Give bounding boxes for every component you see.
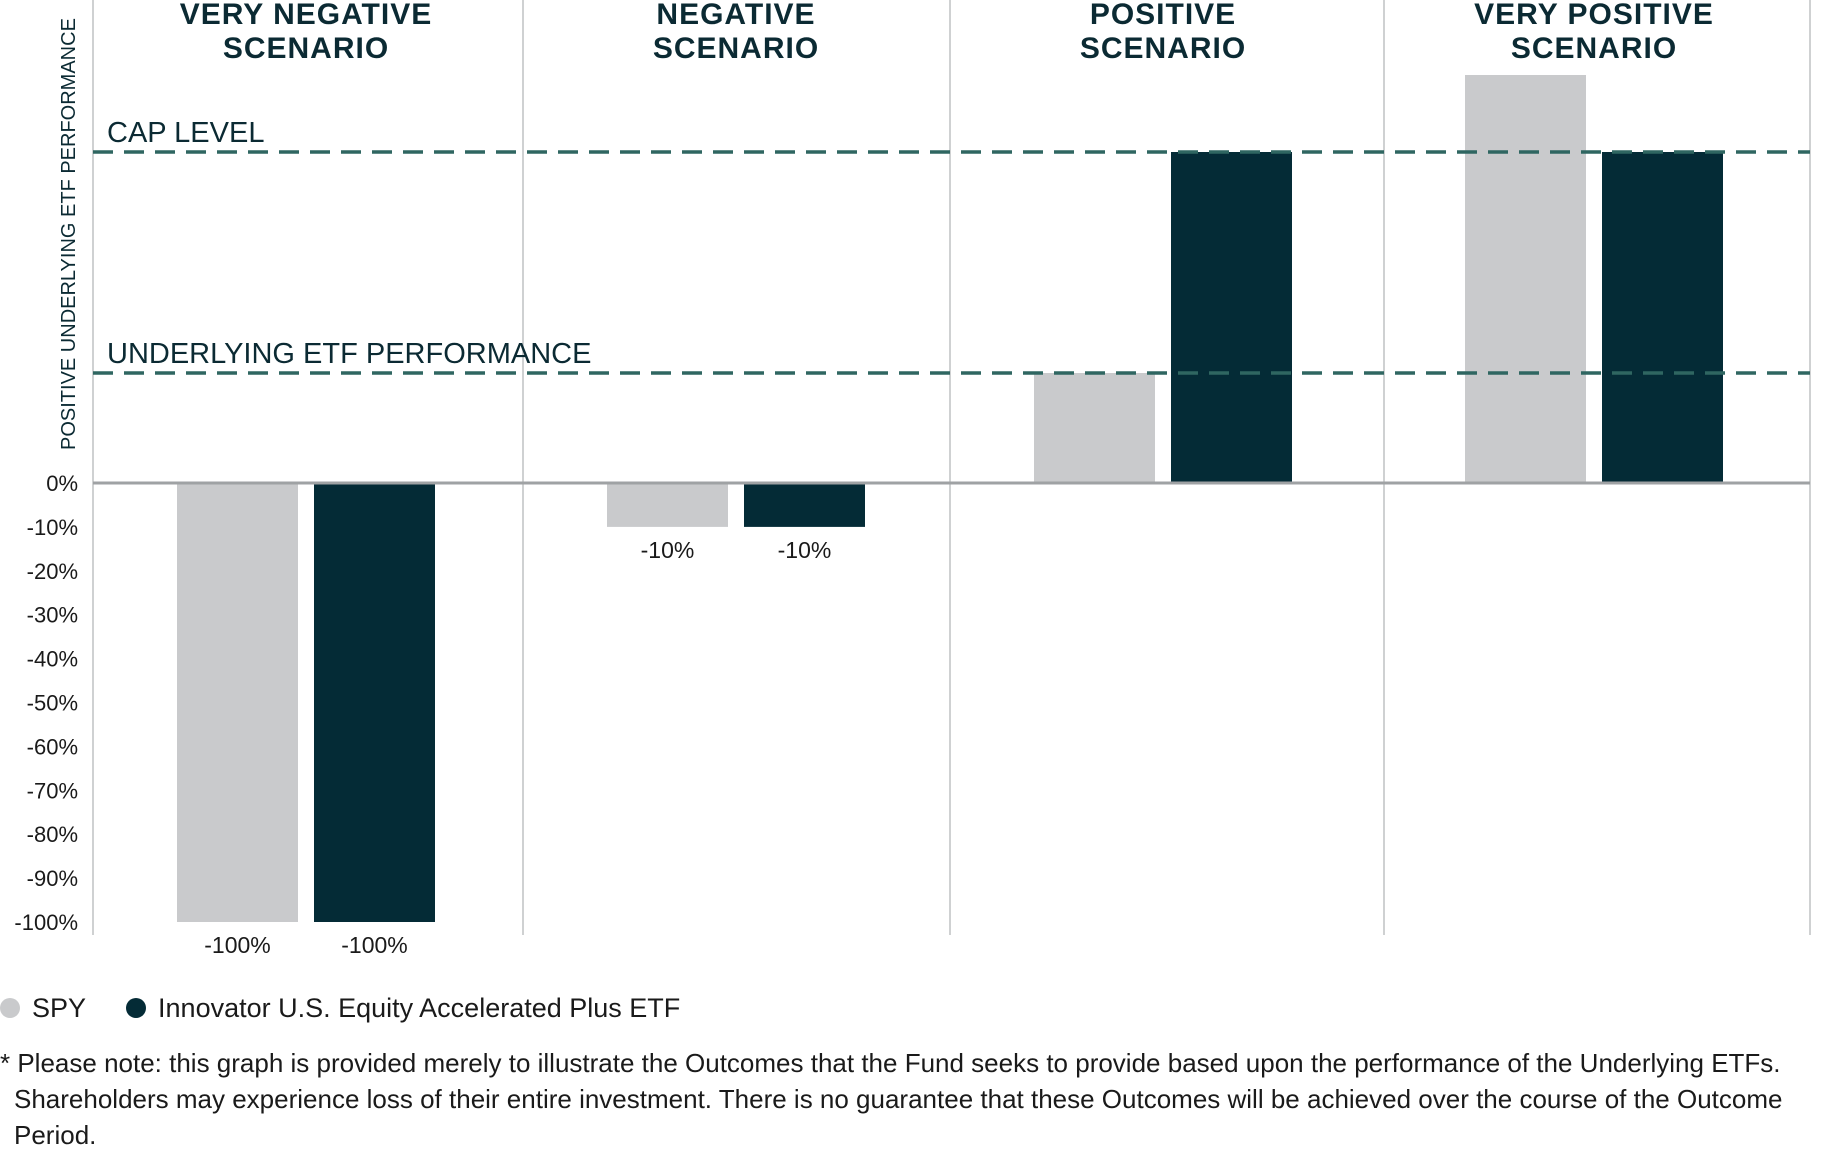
scenario-title-4: VERY POSITIVE SCENARIO xyxy=(1474,0,1714,65)
scenario-title-line: VERY NEGATIVE xyxy=(180,0,433,31)
bar-innovator-1 xyxy=(314,483,435,922)
y-tick-label: -70% xyxy=(27,778,78,803)
footnote-line-1: * Please note: this graph is provided me… xyxy=(0,1048,1781,1078)
y-tick-label: -60% xyxy=(27,734,78,759)
scenario-title-line: SCENARIO xyxy=(1511,32,1677,65)
y-tick-label: -80% xyxy=(27,822,78,847)
legend-label-innovator-etf: Innovator U.S. Equity Accelerated Plus E… xyxy=(158,992,681,1023)
y-axis-label: POSITIVE UNDERLYING ETF PERFORMANCE xyxy=(58,18,80,450)
y-tick-label: -40% xyxy=(27,647,78,672)
reference-label-underlying-performance: UNDERLYING ETF PERFORMANCE xyxy=(107,338,591,370)
reference-lines: CAP LEVEL UNDERLYING ETF PERFORMANCE xyxy=(93,117,1810,375)
bar-spy-1 xyxy=(177,483,298,922)
data-label-innovator-2: -10% xyxy=(778,537,832,563)
bar-innovator-2 xyxy=(744,483,865,527)
legend-label-spy: SPY xyxy=(32,992,87,1023)
scenario-title-3: POSITIVE SCENARIO xyxy=(1080,0,1246,65)
legend: SPY Innovator U.S. Equity Accelerated Pl… xyxy=(0,988,720,1028)
data-label-spy-2: -10% xyxy=(641,537,695,563)
bars xyxy=(177,75,1723,922)
legend-item-spy: SPY xyxy=(0,993,86,1024)
bar-spy-3 xyxy=(1034,373,1155,483)
y-tick-label: -100% xyxy=(14,910,78,935)
scenario-title-1: VERY NEGATIVE SCENARIO xyxy=(180,0,433,65)
bar-spy-2 xyxy=(607,483,728,527)
bar-innovator-4 xyxy=(1602,152,1723,483)
scenario-title-line: NEGATIVE xyxy=(656,0,815,31)
data-label-spy-1: -100% xyxy=(204,932,270,958)
y-tick-label: 0% xyxy=(46,471,78,496)
scenario-title-2: NEGATIVE SCENARIO xyxy=(653,0,819,65)
y-tick-label: -30% xyxy=(27,603,78,628)
data-labels: -100% -100% -10% -10% xyxy=(204,537,831,958)
bar-innovator-3 xyxy=(1171,152,1292,483)
scenario-title-line: SCENARIO xyxy=(223,32,389,65)
scenario-title-line: POSITIVE xyxy=(1090,0,1236,31)
y-tick-label: -10% xyxy=(27,515,78,540)
scenario-title-line: SCENARIO xyxy=(653,32,819,65)
reference-label-cap-level: CAP LEVEL xyxy=(107,117,264,149)
bar-spy-4 xyxy=(1465,75,1586,483)
axes xyxy=(92,0,1810,935)
legend-item-innovator-etf: Innovator U.S. Equity Accelerated Plus E… xyxy=(126,993,680,1024)
legend-swatch-spy xyxy=(0,998,20,1018)
y-tick-label: -50% xyxy=(27,691,78,716)
data-label-innovator-1: -100% xyxy=(341,932,407,958)
y-tick-label: -20% xyxy=(27,559,78,584)
y-tick-labels: 0% -10% -20% -30% -40% -50% -60% -70% -80% -90% -1… xyxy=(14,471,78,935)
legend-swatch-innovator-etf xyxy=(126,998,147,1018)
y-tick-label: -90% xyxy=(27,866,78,891)
footnote-line-2: Shareholders may experience loss of thei… xyxy=(14,1084,1783,1150)
footnote: * Please note: this graph is provided me… xyxy=(0,1045,1821,1153)
scenario-title-line: VERY POSITIVE xyxy=(1474,0,1714,31)
scenario-dividers xyxy=(522,0,1811,935)
scenario-title-line: SCENARIO xyxy=(1080,32,1246,65)
